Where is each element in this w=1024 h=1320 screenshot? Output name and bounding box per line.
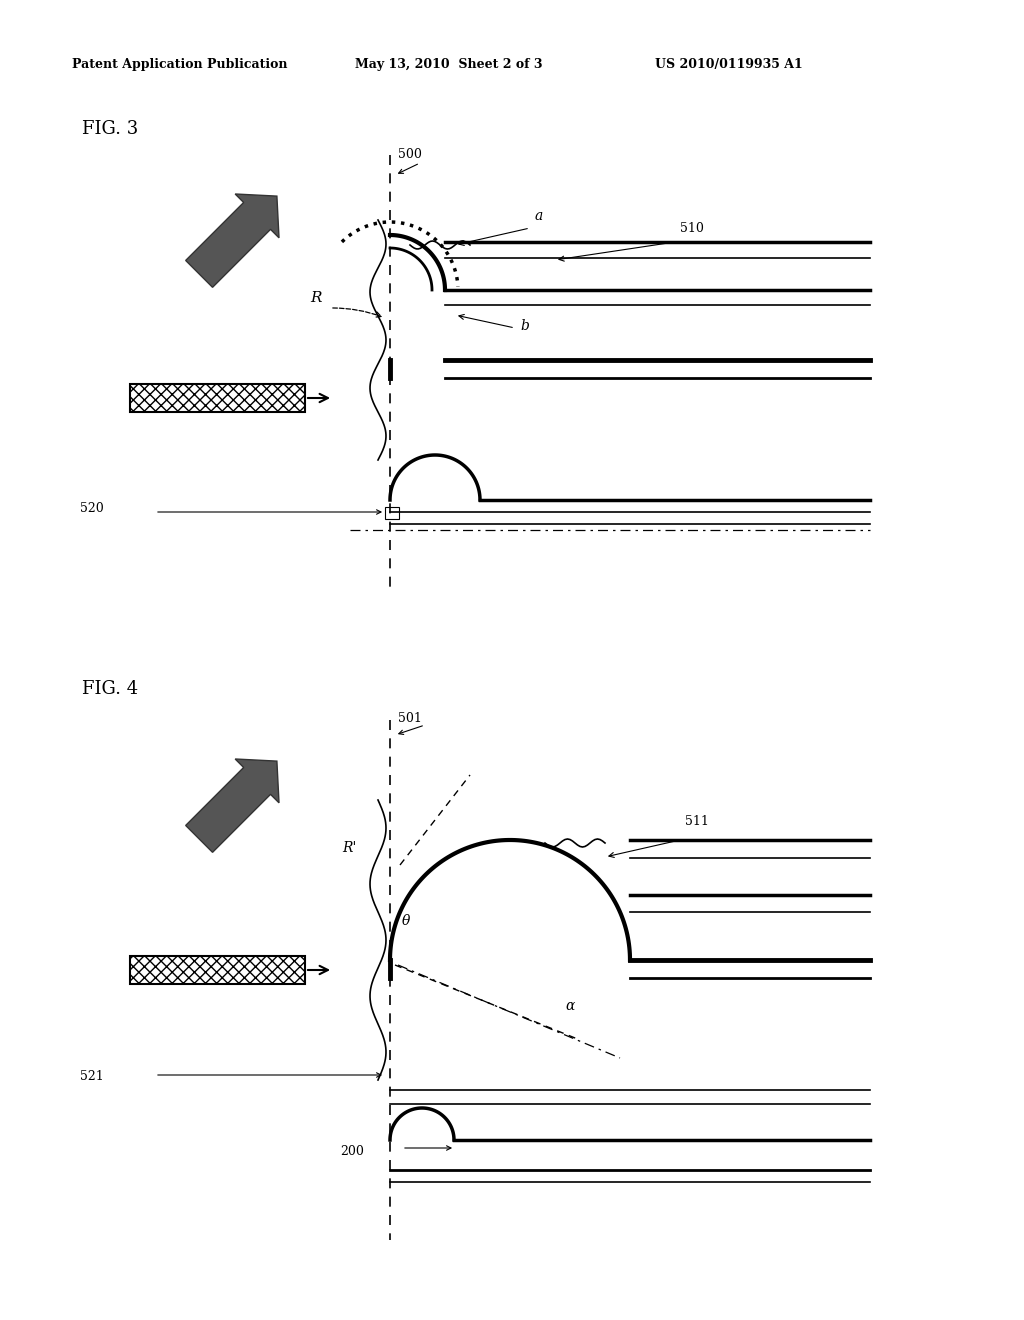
Text: R: R xyxy=(310,290,322,305)
Text: R': R' xyxy=(342,841,356,855)
Text: FIG. 4: FIG. 4 xyxy=(82,680,138,698)
Text: May 13, 2010  Sheet 2 of 3: May 13, 2010 Sheet 2 of 3 xyxy=(355,58,543,71)
Text: a: a xyxy=(535,209,544,223)
Text: θ: θ xyxy=(402,913,411,928)
Bar xyxy=(385,507,399,519)
Text: 510: 510 xyxy=(680,222,703,235)
Text: 511: 511 xyxy=(685,814,709,828)
Text: 521: 521 xyxy=(80,1071,103,1082)
Text: Patent Application Publication: Patent Application Publication xyxy=(72,58,288,71)
Text: 200: 200 xyxy=(340,1144,364,1158)
Polygon shape xyxy=(185,194,279,288)
Bar xyxy=(130,956,305,983)
Text: FIG. 3: FIG. 3 xyxy=(82,120,138,139)
Text: US 2010/0119935 A1: US 2010/0119935 A1 xyxy=(655,58,803,71)
Text: 501: 501 xyxy=(398,711,422,725)
Text: 500: 500 xyxy=(398,148,422,161)
Polygon shape xyxy=(185,759,279,853)
Text: α: α xyxy=(565,999,574,1012)
Text: 520: 520 xyxy=(80,502,103,515)
Text: b: b xyxy=(520,319,528,333)
Bar xyxy=(130,384,305,412)
